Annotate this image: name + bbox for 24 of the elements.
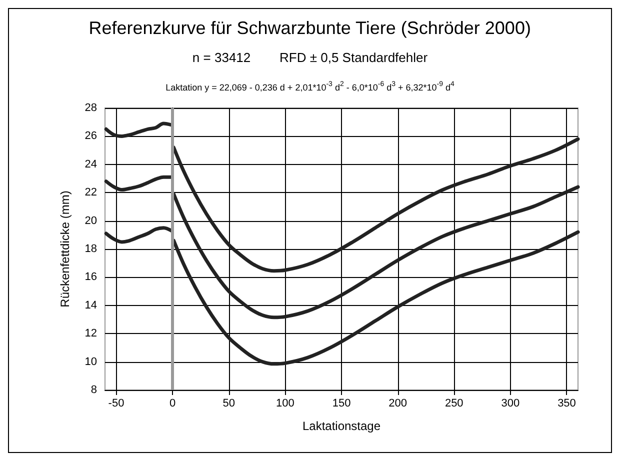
y-tick-label: 22 [84, 186, 97, 199]
y-tick-label: 8 [90, 384, 97, 396]
x-tick-label: 300 [501, 398, 520, 410]
y-tick-label: 12 [84, 328, 97, 340]
y-tick-label: 20 [84, 214, 97, 227]
y-tick-label: 26 [84, 130, 97, 142]
x-tick-label: -50 [108, 398, 124, 410]
y-tick-label: 28 [84, 102, 97, 114]
x-tick-label: 250 [444, 398, 464, 410]
y-tick-label: 18 [84, 243, 97, 255]
y-tick-label: 10 [84, 356, 97, 368]
x-tick-label: 350 [558, 398, 576, 410]
x-tick-label: 150 [332, 398, 351, 410]
y-axis-title: Rückenfettdicke (mm) [58, 190, 72, 308]
x-tick-label: 100 [276, 398, 294, 410]
x-tick-label: 50 [222, 398, 236, 410]
y-tick-label: 24 [84, 158, 97, 170]
x-tick-label: 200 [388, 398, 407, 410]
chart-title: Referenzkurve für Schwarzbunte Tiere (Schröder 2000) [88, 18, 531, 38]
y-tick-label: 14 [84, 299, 97, 312]
y-tick-label: 16 [84, 271, 97, 284]
x-tick-label: 0 [170, 398, 176, 410]
x-axis-title: Laktationstage [302, 419, 381, 433]
chart-subtitle: n = 33412 RFD ± 0,5 Standardfehler [192, 50, 428, 65]
